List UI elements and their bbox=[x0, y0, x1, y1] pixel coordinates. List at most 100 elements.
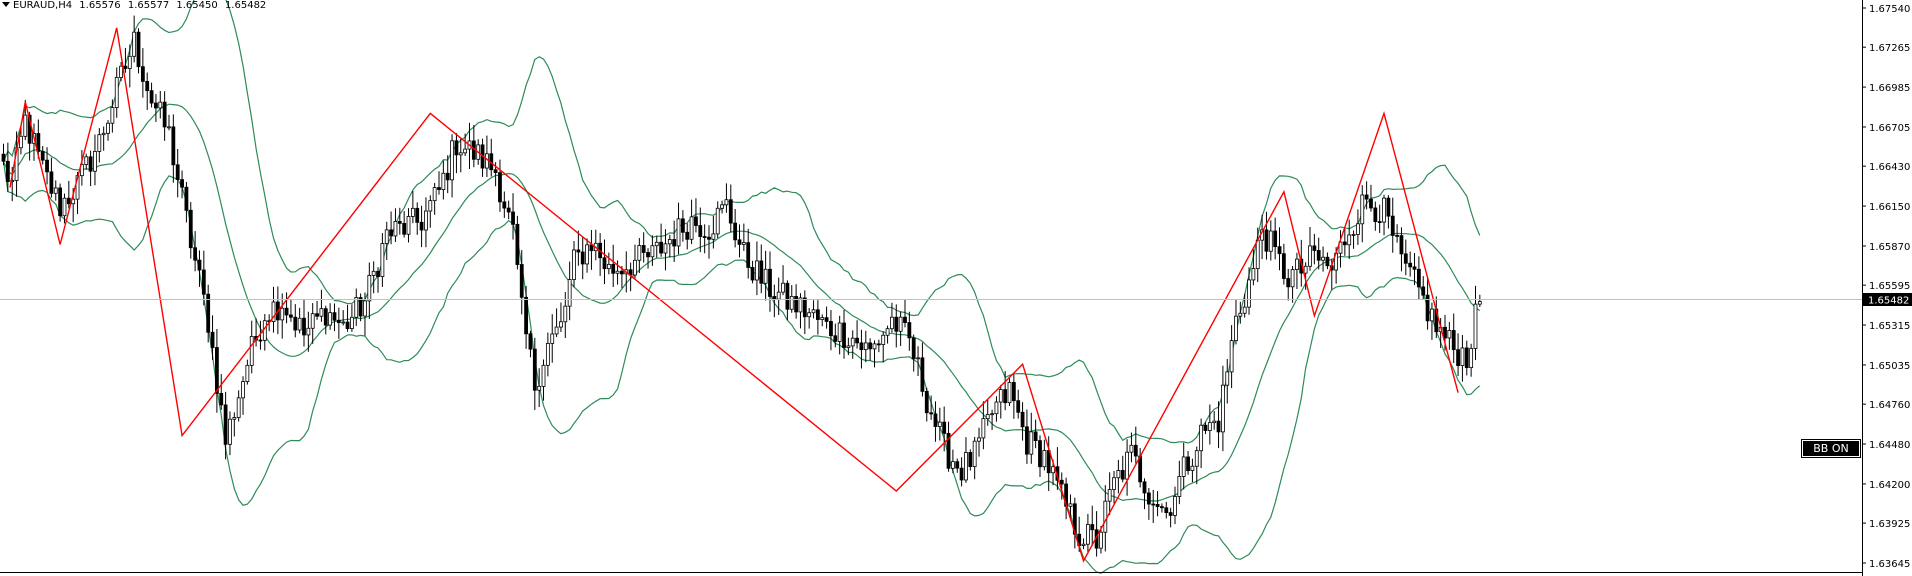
candle-body-bull bbox=[245, 364, 250, 382]
candle-body-bull bbox=[1247, 279, 1251, 308]
candle bbox=[458, 138, 463, 173]
candle-body-bear bbox=[1020, 411, 1025, 428]
candle bbox=[1225, 358, 1230, 404]
candle-body-bull bbox=[1255, 239, 1260, 269]
candle-body-bull bbox=[872, 343, 877, 350]
candle-body-bear bbox=[1059, 479, 1064, 485]
candle-body-bear bbox=[1146, 492, 1151, 505]
candle bbox=[611, 244, 616, 288]
candle-body-bear bbox=[214, 347, 219, 394]
candle bbox=[406, 208, 411, 243]
candle-body-bear bbox=[580, 251, 585, 265]
candle-body-bear bbox=[746, 242, 751, 268]
candle bbox=[672, 220, 677, 262]
candle-body-bull bbox=[1473, 303, 1478, 349]
candle-body-bull bbox=[563, 305, 568, 323]
bollinger-bands bbox=[2, 0, 1481, 574]
candle bbox=[633, 244, 637, 279]
candle-body-bull bbox=[807, 312, 812, 318]
candle bbox=[1151, 489, 1156, 523]
candle-body-bear bbox=[162, 101, 167, 128]
candle-body-bear bbox=[768, 268, 772, 297]
candle-body-bear bbox=[802, 297, 807, 318]
candle-body-bull bbox=[1125, 451, 1129, 480]
candle-body-bear bbox=[785, 282, 790, 310]
collapse-triangle-icon[interactable] bbox=[2, 2, 10, 7]
candle-body-bear bbox=[402, 222, 407, 235]
candle bbox=[1308, 227, 1312, 271]
candle-body-bull bbox=[380, 243, 385, 277]
candle-body-bear bbox=[1160, 506, 1164, 509]
candle-body-bull bbox=[1199, 424, 1204, 452]
candle bbox=[937, 407, 942, 441]
candle bbox=[1029, 412, 1034, 464]
candle-body-bull bbox=[1007, 382, 1012, 404]
candle bbox=[280, 293, 285, 339]
candle-body-bear bbox=[502, 201, 507, 209]
candle-body-bull bbox=[1068, 503, 1073, 507]
candle bbox=[193, 231, 198, 272]
candle-body-bull bbox=[1347, 234, 1352, 246]
candle bbox=[1377, 204, 1382, 233]
current-price-tag: 1.65482 bbox=[1863, 293, 1912, 307]
candle bbox=[410, 191, 415, 224]
candle bbox=[863, 330, 868, 363]
candle bbox=[659, 223, 664, 257]
bb-on-badge[interactable]: BB ON bbox=[1801, 439, 1861, 458]
candle bbox=[358, 293, 363, 322]
candle-body-bull bbox=[1238, 312, 1243, 317]
candle bbox=[977, 427, 981, 457]
candle-body-bull bbox=[1207, 422, 1212, 431]
candle bbox=[1177, 460, 1182, 505]
candle bbox=[1129, 432, 1134, 463]
candle-body-bear bbox=[772, 296, 777, 300]
candle bbox=[1190, 458, 1195, 483]
price-tick-label: 1.65315 bbox=[1869, 321, 1910, 332]
candle-body-bull bbox=[633, 259, 637, 276]
candle bbox=[62, 193, 67, 224]
candle bbox=[924, 387, 929, 422]
candle bbox=[785, 280, 790, 321]
candle bbox=[123, 47, 128, 73]
candle-body-bear bbox=[646, 252, 650, 258]
candle-body-bear bbox=[528, 333, 533, 350]
candle bbox=[502, 191, 507, 218]
candle-body-bear bbox=[506, 207, 511, 213]
candle-body-bull bbox=[998, 389, 1003, 403]
candle-body-bull bbox=[654, 241, 659, 247]
candle bbox=[171, 114, 176, 183]
candle-body-bear bbox=[36, 133, 41, 152]
candle-body-bull bbox=[545, 342, 550, 366]
candle-body-bear bbox=[1443, 326, 1447, 339]
candle bbox=[1447, 322, 1452, 350]
price-tick-label: 1.66150 bbox=[1869, 202, 1910, 213]
candle bbox=[789, 285, 794, 313]
candle bbox=[428, 195, 433, 228]
candle bbox=[585, 238, 589, 273]
candle bbox=[1234, 299, 1238, 345]
candle bbox=[84, 153, 89, 170]
candle-body-bull bbox=[881, 334, 886, 345]
price-tick-label: 1.64200 bbox=[1869, 480, 1910, 491]
candle-body-bull bbox=[1242, 306, 1247, 314]
candle bbox=[1390, 197, 1395, 253]
candle bbox=[284, 292, 289, 324]
candle bbox=[846, 337, 851, 356]
candle bbox=[737, 224, 742, 258]
candle-body-bull bbox=[615, 270, 620, 274]
candle-body-bear bbox=[1003, 389, 1008, 404]
candle bbox=[149, 82, 154, 108]
candle-body-bull bbox=[1181, 456, 1186, 477]
candle-body-bull bbox=[101, 132, 106, 136]
candle-body-bull bbox=[1268, 230, 1273, 252]
candle-body-bull bbox=[559, 321, 563, 328]
candle bbox=[802, 290, 807, 335]
candle-body-bull bbox=[885, 328, 890, 336]
candle bbox=[79, 150, 84, 186]
candle bbox=[119, 62, 123, 82]
candle-body-bear bbox=[824, 317, 829, 322]
candle-body-bear bbox=[1025, 426, 1029, 455]
candle-body-bull bbox=[79, 164, 84, 177]
